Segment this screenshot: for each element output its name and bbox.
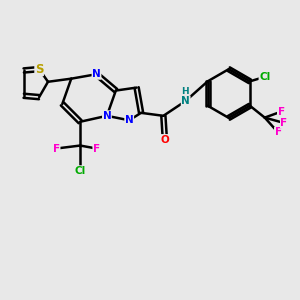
Text: Cl: Cl: [259, 72, 270, 82]
Text: H: H: [182, 87, 189, 96]
Text: N: N: [125, 115, 134, 125]
Text: F: F: [53, 143, 60, 154]
Text: S: S: [35, 63, 44, 76]
Text: F: F: [280, 118, 288, 128]
Text: N: N: [103, 111, 111, 121]
Text: O: O: [160, 135, 169, 145]
Text: F: F: [278, 107, 285, 117]
Text: F: F: [274, 128, 282, 137]
Text: F: F: [93, 143, 100, 154]
Text: N: N: [181, 96, 190, 106]
Text: Cl: Cl: [74, 166, 86, 176]
Text: N: N: [92, 69, 101, 79]
